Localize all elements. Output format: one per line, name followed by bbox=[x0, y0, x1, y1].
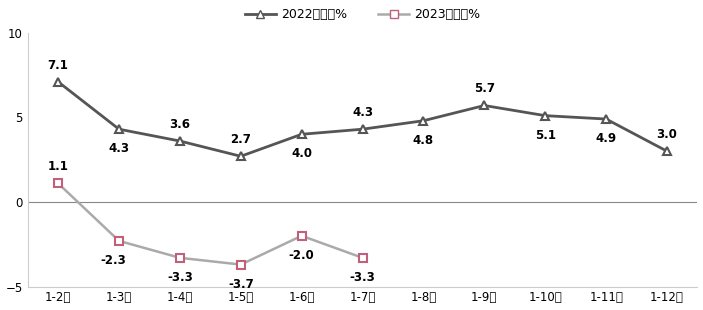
Text: 2.7: 2.7 bbox=[231, 133, 251, 146]
Legend: 2022年增速%, 2023年增速%: 2022年增速%, 2023年增速% bbox=[240, 3, 486, 26]
Text: 4.3: 4.3 bbox=[108, 142, 129, 155]
Text: 4.0: 4.0 bbox=[291, 147, 312, 160]
Text: 1.1: 1.1 bbox=[48, 160, 69, 173]
Text: -2.0: -2.0 bbox=[289, 249, 314, 262]
Text: 4.9: 4.9 bbox=[595, 132, 617, 145]
Text: 3.6: 3.6 bbox=[169, 118, 191, 131]
Text: 4.3: 4.3 bbox=[352, 106, 373, 119]
Text: -2.3: -2.3 bbox=[101, 254, 127, 267]
Text: 4.8: 4.8 bbox=[413, 134, 434, 147]
Text: 5.1: 5.1 bbox=[535, 129, 556, 142]
Text: 3.0: 3.0 bbox=[657, 128, 678, 141]
Text: 7.1: 7.1 bbox=[48, 59, 69, 72]
Text: 5.7: 5.7 bbox=[474, 82, 495, 95]
Text: -3.3: -3.3 bbox=[167, 271, 193, 284]
Text: -3.3: -3.3 bbox=[349, 271, 375, 284]
Text: -3.7: -3.7 bbox=[228, 277, 254, 290]
